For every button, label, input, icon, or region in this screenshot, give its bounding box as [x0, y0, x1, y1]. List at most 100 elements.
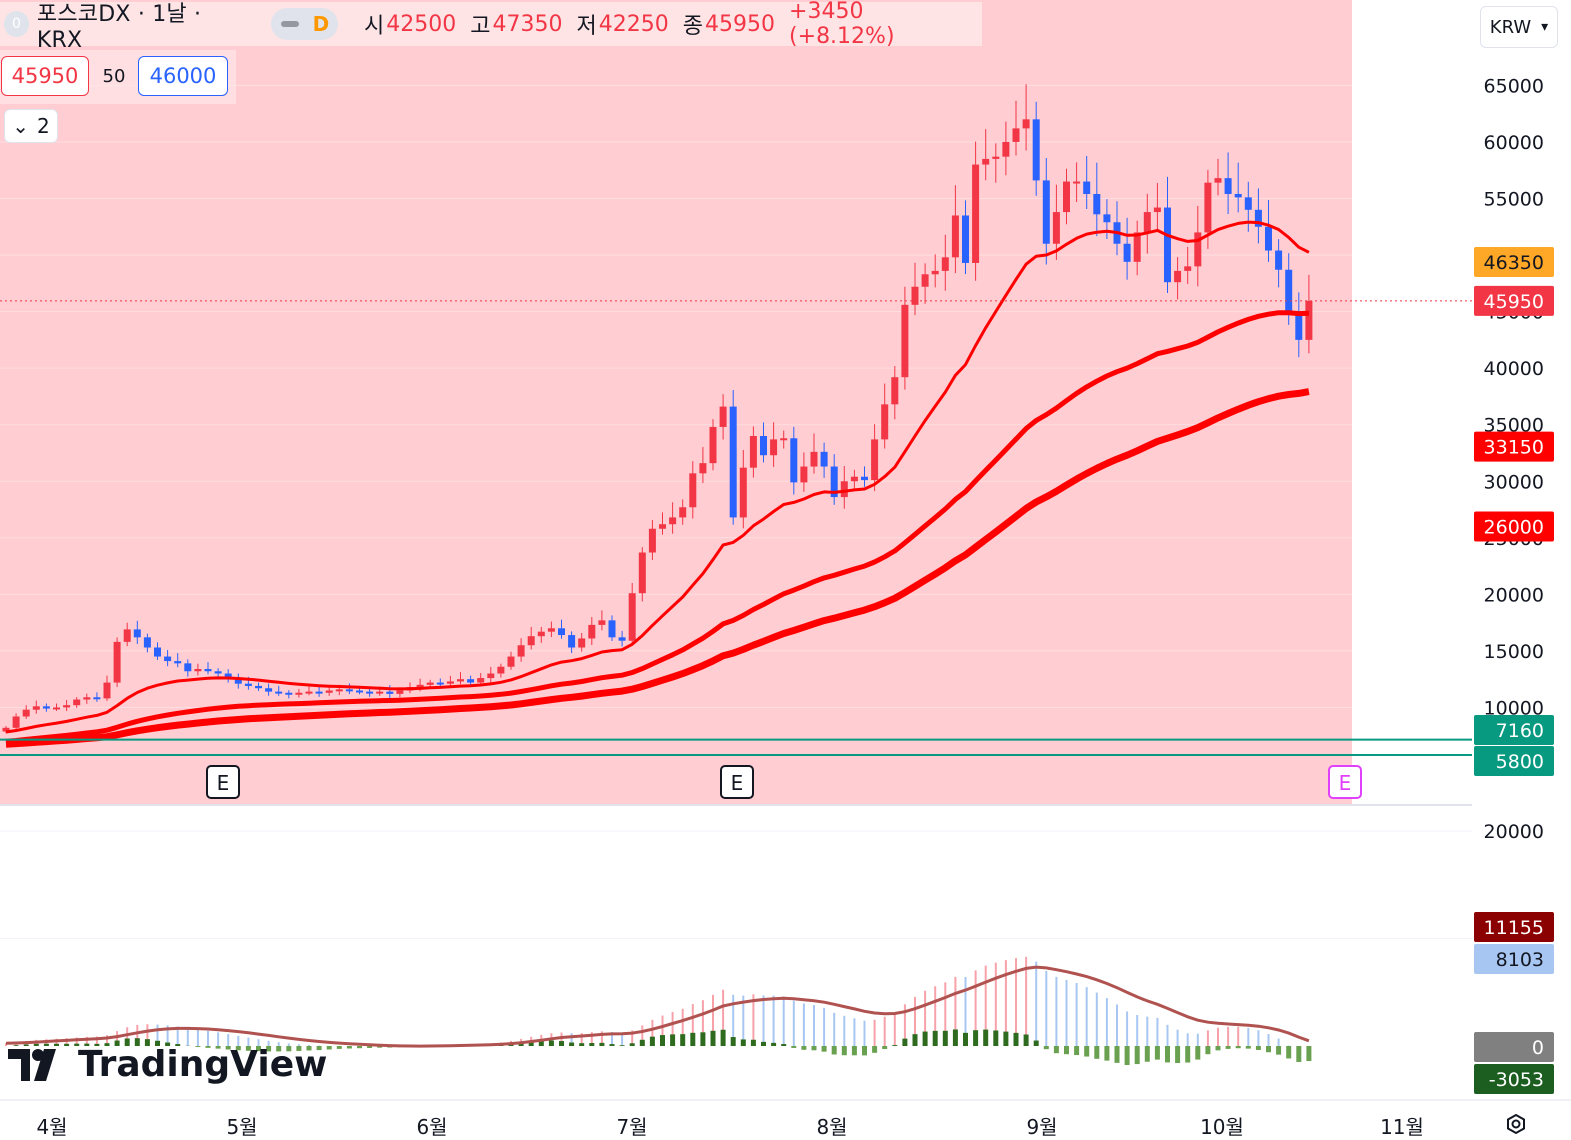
candle-body [608, 620, 616, 638]
candle-body [1002, 141, 1010, 157]
macd-diff-bar [973, 1030, 979, 1046]
macd-diff-bar [1205, 1046, 1211, 1055]
earnings-marker[interactable] [1328, 765, 1362, 799]
macd-zero-label-bg [1474, 1032, 1554, 1062]
macd-diff-bar [1235, 1046, 1241, 1049]
macd-diff-bar [1175, 1046, 1181, 1064]
candle-body [32, 706, 40, 710]
candle-body [507, 656, 515, 667]
source-badge: 0 [4, 11, 29, 37]
macd-diff-bar [266, 1046, 272, 1052]
candle-body [426, 682, 434, 685]
macd-hist-label-bg [1474, 1064, 1554, 1094]
macd-diff-bar [710, 1030, 716, 1046]
sell-button[interactable]: 45950 [1, 56, 89, 96]
symbol-title[interactable]: 포스코DX · 1날 · KRX [36, 1, 202, 53]
macd-diff-bar [124, 1038, 130, 1046]
candle-body [325, 690, 333, 693]
macd-diff-bar [548, 1040, 554, 1046]
macd-diff-bar [1286, 1046, 1292, 1059]
candle-body [63, 705, 71, 708]
price-axis-tick: 60000 [1484, 132, 1544, 154]
candle-body [628, 593, 636, 641]
spread-value: 50 [102, 65, 126, 87]
earnings-marker-label: E [1339, 771, 1352, 795]
moving-average-line-1 [5, 220, 1310, 734]
macd-diff-bar [660, 1035, 665, 1046]
macd-signal-label-bg [1474, 912, 1554, 942]
macd-diff-bar [1296, 1046, 1302, 1062]
currency-select[interactable]: KRW ▾ [1480, 6, 1558, 48]
candle-body [760, 436, 767, 456]
indicators-toggle-button[interactable]: ⌄ 2 [4, 109, 58, 143]
candle-body [366, 691, 374, 694]
settings-icon[interactable] [1503, 1112, 1529, 1138]
macd-line-label-bg [1474, 944, 1554, 974]
candle-body [2, 727, 10, 732]
candle-body [265, 688, 273, 692]
candle-body [1052, 212, 1060, 244]
candle-body [315, 691, 323, 694]
macd-diff-bar [538, 1040, 544, 1046]
candle-body [749, 436, 757, 468]
candle-body [709, 426, 717, 464]
macd-diff-bar [690, 1032, 696, 1046]
candle-body [881, 404, 889, 440]
time-axis-label: 10월 [1200, 1115, 1244, 1139]
macd-diff-bar [609, 1044, 615, 1046]
candle-body [345, 689, 353, 692]
macd-diff-bar [64, 1043, 70, 1046]
macd-diff-bar [791, 1046, 797, 1048]
candle-body [305, 691, 313, 694]
earnings-marker[interactable] [206, 765, 240, 799]
macd-diff-bar [1165, 1046, 1170, 1063]
macd-diff-bar [276, 1046, 282, 1052]
macd-signal-line [5, 965, 1310, 1048]
highlight-zone [0, 0, 1352, 804]
time-axis-label: 4월 [36, 1115, 67, 1139]
earnings-marker-label: E [731, 771, 744, 795]
candle-body [224, 673, 232, 680]
candle-body [255, 685, 262, 689]
macd-diff-bar [629, 1043, 635, 1046]
macd-diff-bar [144, 1039, 150, 1046]
tradingview-logo[interactable]: TradingView [8, 1044, 327, 1085]
macd-diff-bar [1266, 1046, 1271, 1053]
macd-diff-bar [750, 1039, 756, 1046]
macd-diff-bar [912, 1034, 918, 1046]
candle-body [1103, 214, 1111, 223]
indicators-count: 2 [37, 114, 50, 138]
macd-diff-bar [165, 1042, 171, 1046]
macd-diff-bar [639, 1039, 645, 1046]
candle-body [436, 682, 444, 685]
candle-body [1234, 193, 1242, 198]
candle-body [113, 641, 121, 683]
candle-body [638, 552, 646, 594]
macd-diff-bar [761, 1041, 766, 1046]
macd-diff-bar [993, 1030, 999, 1046]
earnings-marker[interactable] [720, 765, 754, 799]
candle-body [446, 681, 454, 684]
macd-hist-label: -3053 [1489, 1069, 1544, 1091]
candle-body [659, 524, 666, 529]
macd-diff-bar [983, 1029, 989, 1046]
candle-body [790, 438, 798, 483]
candle-body [1133, 232, 1141, 262]
macd-diff-bar [872, 1046, 878, 1053]
brand-name: TradingView [78, 1044, 328, 1085]
hline2-price-label: 5800 [1496, 751, 1544, 773]
candle-body [1194, 232, 1202, 267]
candle-body [911, 286, 919, 305]
macd-diff-bar [1064, 1046, 1069, 1055]
market-status-pill[interactable]: D [270, 8, 339, 40]
candle-body [578, 638, 586, 648]
macd-diff-bar [649, 1036, 655, 1046]
ma1-price-label: 46350 [1484, 252, 1544, 274]
buy-button[interactable]: 46000 [138, 56, 228, 96]
candle-body [234, 679, 242, 684]
candle-body [558, 628, 565, 636]
macd-diff-bar [1043, 1046, 1049, 1050]
macd-diff-bar [1033, 1040, 1039, 1046]
price-axis-tick: 40000 [1484, 358, 1544, 380]
